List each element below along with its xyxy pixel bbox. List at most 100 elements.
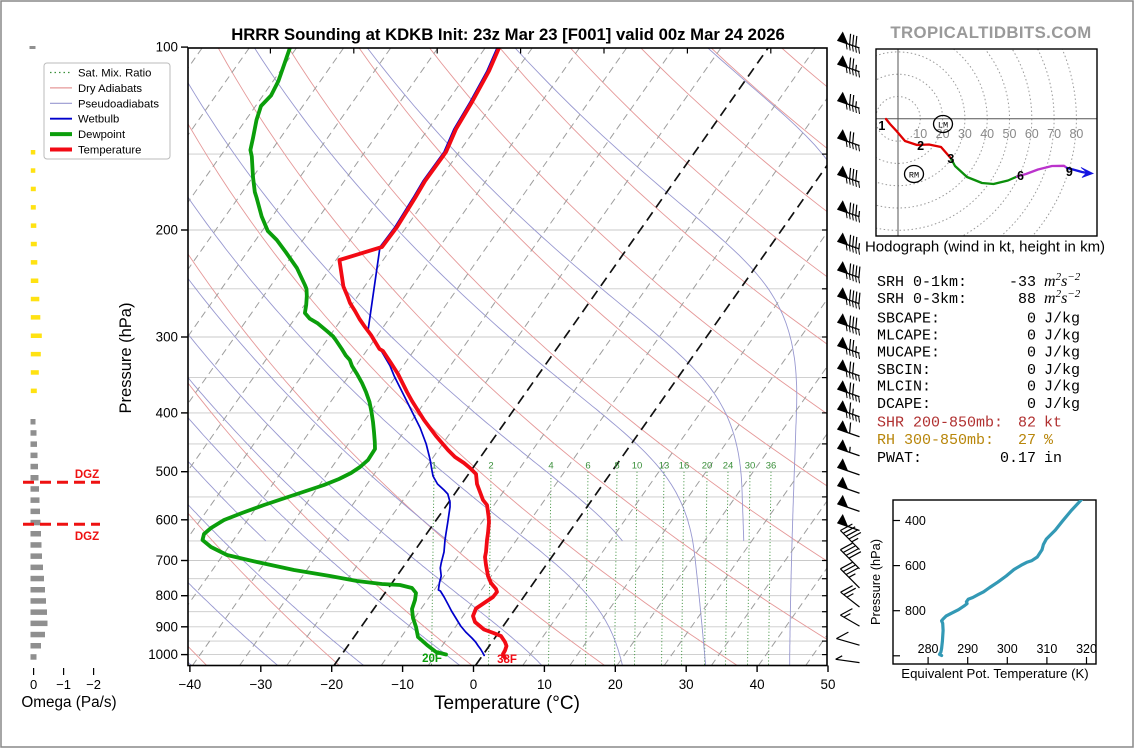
svg-text:1: 1: [878, 119, 885, 133]
svg-text:2: 2: [917, 139, 924, 153]
svg-text:SHR 200-850mb:: SHR 200-850mb:: [877, 415, 1003, 432]
svg-text:320: 320: [1076, 642, 1097, 656]
svg-text:PWAT:: PWAT:: [877, 450, 922, 467]
svg-text:20: 20: [702, 461, 713, 472]
svg-text:10: 10: [537, 677, 552, 692]
svg-text:J/kg: J/kg: [1044, 362, 1080, 379]
svg-text:0: 0: [1027, 345, 1036, 362]
svg-text:0.17: 0.17: [1000, 450, 1036, 467]
svg-text:SBCAPE:: SBCAPE:: [877, 311, 940, 328]
svg-text:0: 0: [30, 677, 37, 692]
svg-text:kt: kt: [1044, 415, 1062, 432]
svg-text:−40: −40: [179, 677, 202, 692]
svg-text:13: 13: [659, 461, 670, 472]
svg-text:30: 30: [958, 127, 972, 141]
svg-text:MLCAPE:: MLCAPE:: [877, 327, 940, 344]
svg-text:−30: −30: [249, 677, 272, 692]
svg-text:600: 600: [156, 512, 178, 527]
svg-text:82: 82: [1018, 415, 1036, 432]
svg-text:HRRR Sounding at KDKB Init: 23: HRRR Sounding at KDKB Init: 23z Mar 23 […: [231, 25, 785, 44]
svg-text:36: 36: [766, 461, 777, 472]
svg-text:in: in: [1044, 450, 1062, 467]
svg-text:J/kg: J/kg: [1044, 345, 1080, 362]
svg-text:310: 310: [1036, 642, 1057, 656]
svg-text:RH 300-850mb:: RH 300-850mb:: [877, 432, 994, 449]
svg-text:40: 40: [750, 677, 765, 692]
svg-text:16: 16: [679, 461, 690, 472]
svg-text:4: 4: [548, 461, 553, 472]
svg-text:−2: −2: [86, 677, 101, 692]
svg-text:8: 8: [614, 461, 619, 472]
svg-text:SBCIN:: SBCIN:: [877, 362, 931, 379]
svg-text:−10: −10: [391, 677, 414, 692]
svg-text:−1: −1: [56, 677, 71, 692]
svg-text:0: 0: [1027, 396, 1036, 413]
svg-text:Omega (Pa/s): Omega (Pa/s): [21, 694, 116, 711]
svg-text:70: 70: [1047, 127, 1061, 141]
svg-text:MLCIN:: MLCIN:: [877, 379, 931, 396]
svg-text:88: 88: [1018, 291, 1036, 308]
svg-text:20F: 20F: [422, 653, 442, 665]
svg-text:%: %: [1044, 432, 1054, 449]
svg-text:6: 6: [1017, 169, 1024, 183]
svg-text:20: 20: [608, 677, 623, 692]
svg-text:700: 700: [156, 553, 178, 568]
svg-text:1: 1: [431, 461, 436, 472]
svg-text:80: 80: [1069, 127, 1083, 141]
svg-text:3: 3: [947, 152, 954, 166]
svg-text:DGZ: DGZ: [75, 531, 99, 543]
svg-text:2: 2: [488, 461, 493, 472]
svg-text:30: 30: [745, 461, 756, 472]
svg-text:Pressure (hPa): Pressure (hPa): [868, 539, 883, 625]
svg-text:1000: 1000: [148, 647, 178, 662]
svg-text:Sat. Mix. Ratio: Sat. Mix. Ratio: [78, 68, 151, 80]
svg-text:38F: 38F: [497, 654, 517, 666]
svg-text:Dry Adiabats: Dry Adiabats: [78, 83, 142, 95]
svg-text:24: 24: [723, 461, 734, 472]
svg-text:Wetbulb: Wetbulb: [78, 114, 119, 126]
svg-text:50: 50: [821, 677, 836, 692]
svg-text:300: 300: [997, 642, 1018, 656]
svg-text:TROPICALTIDBITS.COM: TROPICALTIDBITS.COM: [890, 23, 1091, 42]
svg-text:J/kg: J/kg: [1044, 311, 1080, 328]
svg-text:100: 100: [156, 40, 178, 55]
svg-text:400: 400: [156, 405, 178, 420]
svg-text:SRH 0-1km:: SRH 0-1km:: [877, 274, 967, 291]
svg-text:200: 200: [156, 223, 178, 238]
svg-text:0: 0: [1027, 311, 1036, 328]
svg-text:400: 400: [905, 514, 926, 528]
svg-text:0: 0: [1027, 362, 1036, 379]
svg-text:30: 30: [679, 677, 694, 692]
svg-text:500: 500: [156, 464, 178, 479]
svg-text:290: 290: [957, 642, 978, 656]
svg-text:280: 280: [918, 642, 939, 656]
svg-text:27: 27: [1018, 432, 1036, 449]
svg-text:Pseudoadiabats: Pseudoadiabats: [78, 98, 159, 110]
svg-text:10: 10: [632, 461, 643, 472]
svg-text:0: 0: [1027, 327, 1036, 344]
svg-text:900: 900: [156, 619, 178, 634]
svg-text:0: 0: [1027, 379, 1036, 396]
svg-text:6: 6: [585, 461, 590, 472]
svg-text:Dewpoint: Dewpoint: [78, 129, 126, 141]
svg-text:800: 800: [905, 604, 926, 618]
svg-text:-33: -33: [1009, 274, 1036, 291]
svg-text:40: 40: [980, 127, 994, 141]
svg-text:J/kg: J/kg: [1044, 327, 1080, 344]
svg-text:LM: LM: [938, 121, 948, 131]
svg-text:800: 800: [156, 588, 178, 603]
svg-text:J/kg: J/kg: [1044, 379, 1080, 396]
svg-text:MUCAPE:: MUCAPE:: [877, 345, 940, 362]
svg-text:Equivalent Pot. Temperature (K: Equivalent Pot. Temperature (K): [901, 666, 1088, 681]
svg-text:Temperature (°C): Temperature (°C): [434, 693, 580, 714]
svg-text:−20: −20: [320, 677, 343, 692]
svg-text:Temperature: Temperature: [78, 145, 141, 157]
svg-text:300: 300: [156, 330, 178, 345]
svg-text:9: 9: [1066, 165, 1073, 179]
svg-text:0: 0: [470, 677, 477, 692]
svg-text:RM: RM: [909, 171, 919, 181]
svg-text:10: 10: [913, 127, 927, 141]
svg-text:600: 600: [905, 559, 926, 573]
svg-text:DGZ: DGZ: [75, 469, 99, 481]
svg-text:60: 60: [1025, 127, 1039, 141]
